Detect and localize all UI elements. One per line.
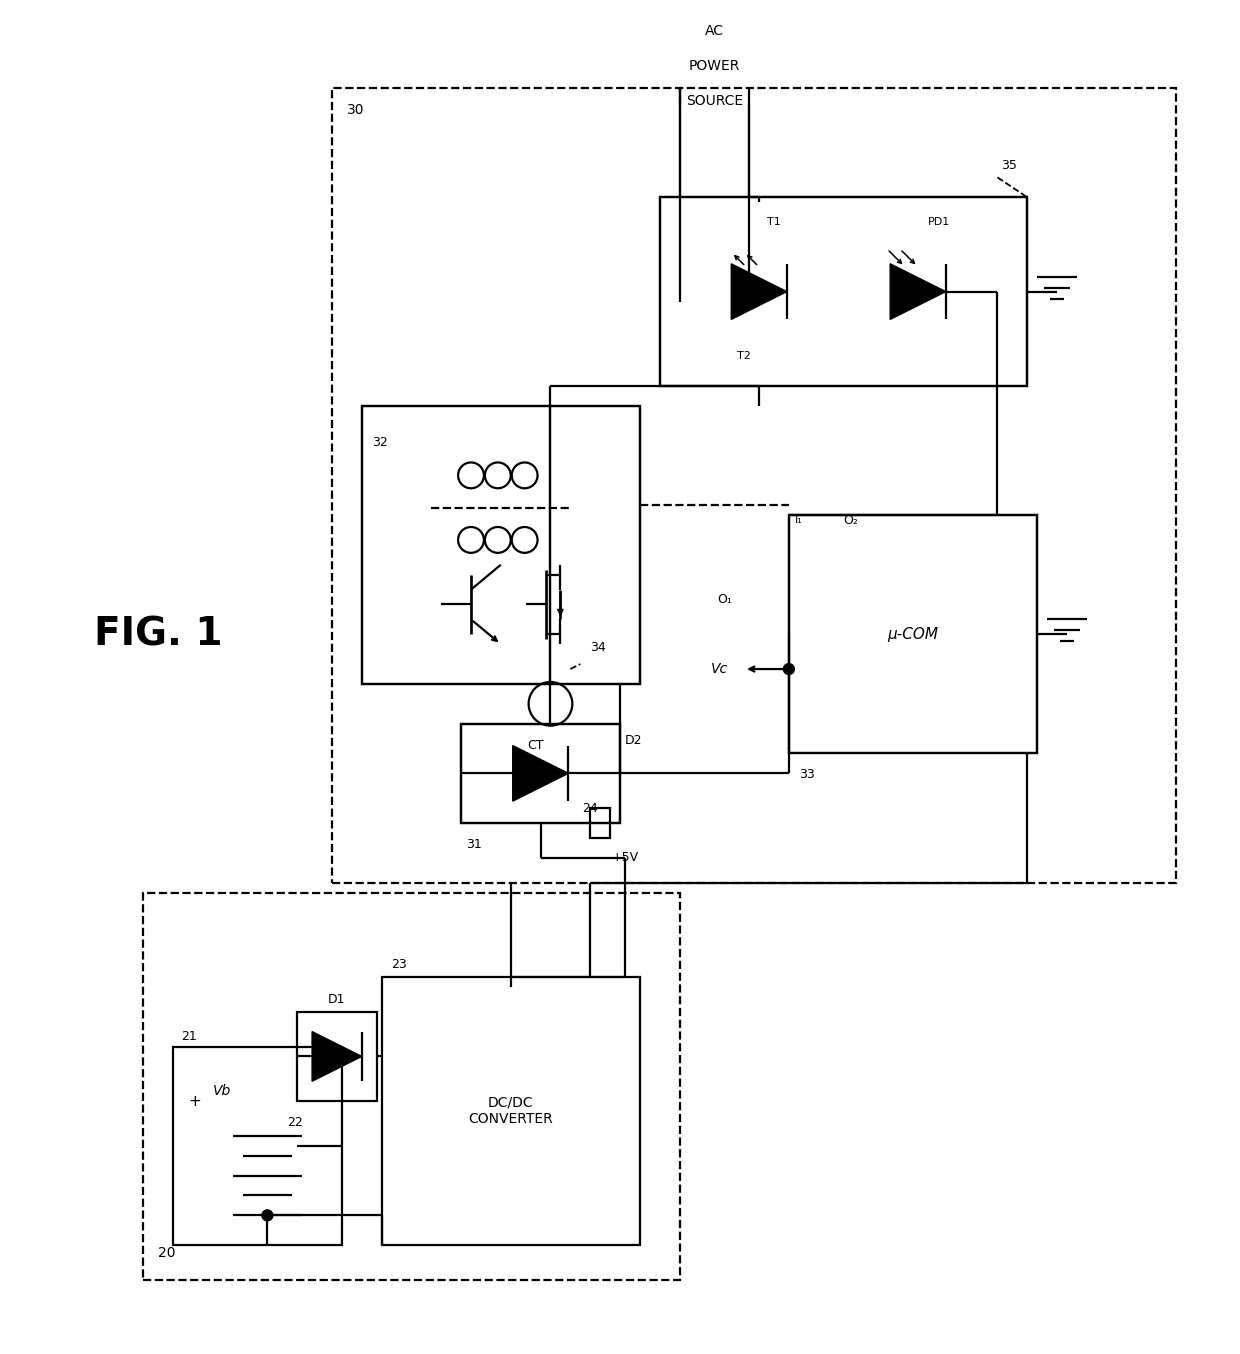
Text: 33: 33 — [799, 768, 815, 781]
Text: DC/DC
CONVERTER: DC/DC CONVERTER — [469, 1095, 553, 1127]
Text: Vc: Vc — [711, 662, 728, 676]
Bar — [332, 88, 1177, 883]
Text: 30: 30 — [347, 103, 365, 116]
Bar — [298, 1011, 377, 1101]
Text: FIG. 1: FIG. 1 — [93, 615, 222, 653]
Text: 23: 23 — [392, 959, 407, 971]
Text: T2: T2 — [738, 351, 751, 362]
Polygon shape — [312, 1032, 362, 1082]
Bar — [382, 978, 640, 1246]
Text: μ-COM: μ-COM — [888, 627, 939, 642]
Text: SOURCE: SOURCE — [686, 93, 743, 108]
Polygon shape — [732, 264, 787, 320]
Circle shape — [262, 1210, 273, 1221]
Bar — [789, 515, 1037, 753]
Text: 21: 21 — [181, 1029, 197, 1043]
Text: O₂: O₂ — [843, 513, 858, 527]
Text: PD1: PD1 — [928, 217, 950, 227]
Text: T1: T1 — [768, 217, 781, 227]
Text: 32: 32 — [372, 436, 387, 448]
Text: CT: CT — [527, 738, 544, 751]
Bar — [660, 198, 1027, 386]
Polygon shape — [512, 746, 568, 802]
Text: D2: D2 — [625, 734, 642, 746]
Bar — [174, 1047, 342, 1246]
Text: I₁: I₁ — [795, 515, 802, 525]
Text: AC: AC — [704, 24, 724, 38]
Circle shape — [784, 663, 795, 674]
Text: 24: 24 — [583, 802, 598, 815]
Text: 20: 20 — [159, 1246, 176, 1261]
Text: D1: D1 — [329, 992, 346, 1006]
Text: O₁: O₁ — [717, 593, 732, 607]
Polygon shape — [890, 264, 946, 320]
Bar — [590, 808, 610, 838]
Text: POWER: POWER — [688, 60, 740, 73]
Bar — [362, 406, 640, 684]
Text: 35: 35 — [1002, 160, 1017, 172]
Text: +: + — [188, 1094, 201, 1109]
Text: Vb: Vb — [213, 1085, 231, 1098]
Text: +5V: +5V — [611, 852, 639, 864]
Text: 31: 31 — [466, 838, 482, 850]
Bar — [144, 892, 680, 1280]
Text: 22: 22 — [288, 1116, 303, 1129]
Bar — [461, 723, 620, 823]
Text: 34: 34 — [590, 642, 606, 654]
